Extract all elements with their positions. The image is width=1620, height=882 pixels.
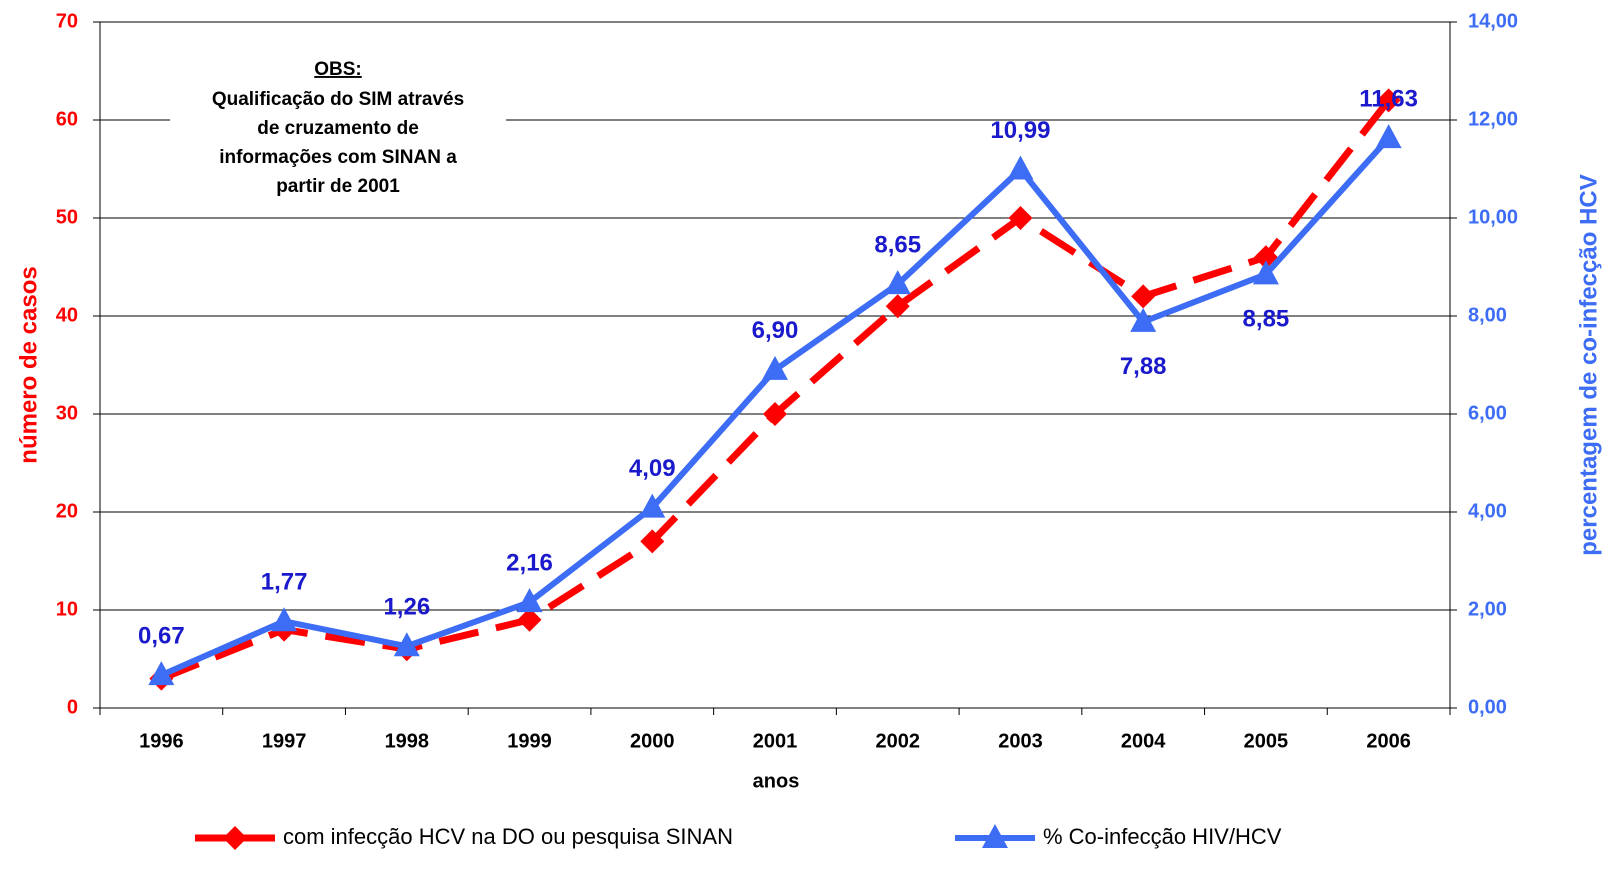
y-tick-label: 20 [56, 500, 78, 522]
y-tick-label: 60 [56, 108, 78, 130]
x-tick-label: 1998 [385, 730, 430, 752]
x-tick-label: 2003 [998, 730, 1043, 752]
point [148, 661, 175, 686]
annotation-header: OBS: [314, 59, 362, 80]
point [1375, 124, 1402, 149]
y2-tick-label: 14,00 [1468, 10, 1518, 32]
y-tick-label: 30 [56, 402, 78, 424]
x-tick-label: 2001 [753, 730, 798, 752]
annotation-line: partir de 2001 [276, 176, 400, 197]
legend-label: % Co-infecção HIV/HCV [1043, 824, 1282, 849]
y-tick-label: 0 [67, 696, 78, 718]
y2-tick-label: 6,00 [1468, 402, 1507, 424]
x-tick-label: 2004 [1121, 730, 1166, 752]
point [1252, 260, 1279, 285]
point [982, 824, 1008, 848]
point [517, 607, 542, 632]
x-tick-label: 2006 [1366, 730, 1411, 752]
point [271, 607, 298, 632]
y2-tick-label: 0,00 [1468, 696, 1507, 718]
point [639, 493, 666, 518]
y-tick-label: 10 [56, 598, 78, 620]
y2-axis-label: percentagem de co-infecção HCV [1575, 174, 1602, 555]
data-label: 2,16 [506, 550, 553, 577]
data-label: 1,77 [261, 569, 308, 596]
x-tick-label: 2002 [875, 730, 920, 752]
data-label: 8,85 [1243, 306, 1290, 333]
point [1130, 307, 1157, 332]
x-tick-label: 1999 [507, 730, 552, 752]
y-axis-label: número de casos [15, 266, 42, 463]
y2-tick-label: 8,00 [1468, 304, 1507, 326]
y-tick-label: 70 [56, 10, 78, 32]
data-label: 4,09 [629, 455, 676, 482]
annotation-line: Qualificação do SIM através [212, 89, 464, 110]
y2-tick-label: 12,00 [1468, 108, 1518, 130]
data-label: 7,88 [1120, 353, 1167, 380]
point [1376, 88, 1401, 113]
point [763, 402, 787, 426]
x-tick-label: 2000 [630, 730, 675, 752]
x-tick-label: 2005 [1244, 730, 1289, 752]
data-label: 0,67 [138, 623, 185, 650]
point [223, 826, 247, 850]
data-label: 6,90 [752, 317, 799, 344]
point [1008, 206, 1033, 230]
point [1007, 155, 1034, 180]
data-label: 10,99 [990, 117, 1050, 144]
y2-tick-label: 2,00 [1468, 598, 1507, 620]
y-tick-label: 50 [56, 206, 78, 228]
x-tick-label: 1997 [262, 730, 307, 752]
x-tick-label: 1996 [139, 730, 184, 752]
annotation-line: informações com SINAN a [219, 147, 457, 168]
point [1131, 284, 1156, 309]
y-tick-label: 40 [56, 304, 78, 326]
data-label: 1,26 [383, 594, 430, 621]
point [762, 355, 788, 380]
point [516, 588, 543, 613]
point [393, 632, 420, 657]
point [884, 270, 911, 295]
data-label: 11,63 [1359, 85, 1418, 112]
legend-label: com infecção HCV na DO ou pesquisa SINAN [283, 824, 733, 849]
data-label: 8,65 [874, 231, 921, 258]
annotation-box [170, 55, 506, 215]
y2-tick-label: 4,00 [1468, 500, 1507, 522]
point [1253, 245, 1278, 270]
annotation-line: de cruzamento de [257, 118, 419, 139]
point [640, 529, 665, 554]
y2-tick-label: 10,00 [1468, 206, 1518, 228]
x-axis-label: anos [753, 770, 800, 792]
point [885, 294, 910, 319]
